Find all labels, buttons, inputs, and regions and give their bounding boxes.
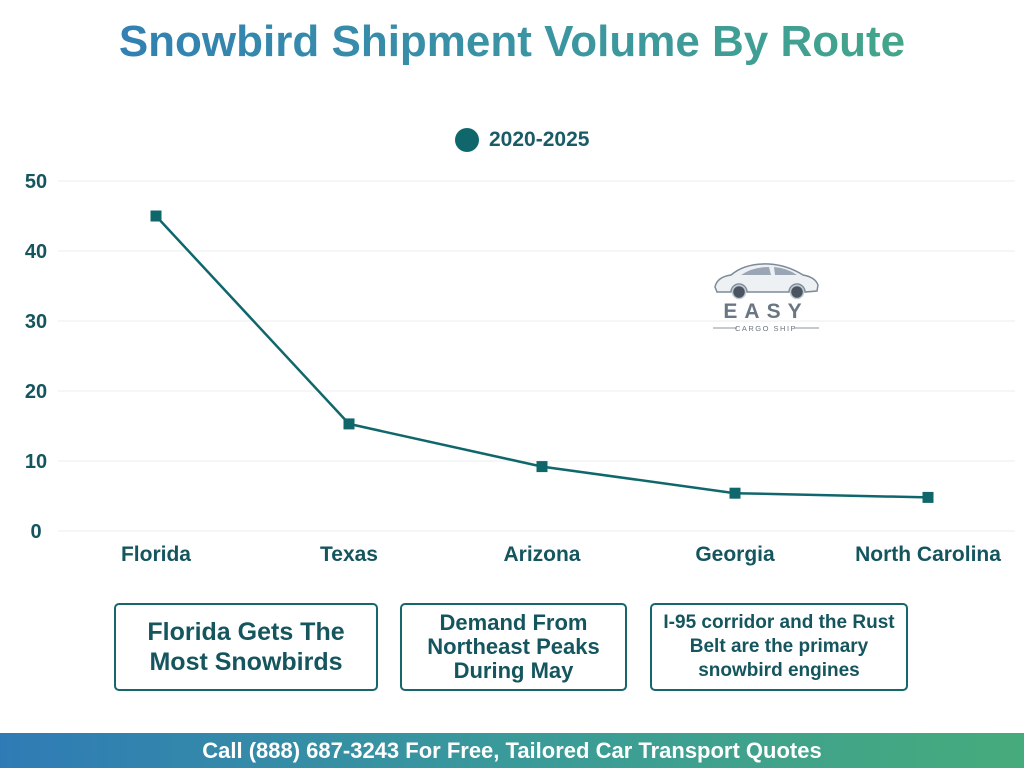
legend-marker: [455, 128, 479, 152]
note-florida: Florida Gets The Most Snowbirds: [114, 603, 378, 691]
y-tick-label-30: 30: [25, 311, 47, 333]
note-i95-corridor: I-95 corridor and the Rust Belt are the …: [650, 603, 908, 691]
logo-tagline-text: CARGO SHIP: [735, 324, 797, 333]
line-chart: 0 10 20 30 40 50 Florida Texas Arizona Georgia Nor…: [25, 171, 1015, 566]
data-point-georgia: [729, 487, 741, 499]
data-point-texas: [343, 418, 355, 430]
y-tick-label-40: 40: [25, 241, 47, 263]
legend-label: 2020-2025: [489, 128, 590, 151]
data-point-florida: [150, 210, 162, 222]
chart-title: Snowbird Shipment Volume By Route: [0, 14, 1024, 70]
car-silhouette-icon: [714, 263, 819, 300]
data-point-arizona: [536, 461, 548, 473]
logo-brand-text: EASY: [723, 300, 808, 323]
y-tick-label-20: 20: [25, 381, 47, 403]
y-tick-label-10: 10: [25, 451, 47, 473]
x-tick-label-north-carolina: North Carolina: [855, 543, 1001, 566]
footer-bar: Call (888) 687-3243 For Free, Tailored C…: [0, 733, 1024, 768]
y-tick-label-0: 0: [30, 521, 41, 543]
legend: 2020-2025: [455, 127, 589, 153]
x-tick-label-georgia: Georgia: [695, 543, 775, 566]
easy-cargo-ship-logo: EASY CARGO SHIP: [707, 255, 825, 335]
data-point-north-carolina: [922, 491, 934, 503]
x-tick-label-arizona: Arizona: [503, 543, 580, 566]
y-tick-label-50: 50: [25, 171, 47, 193]
x-tick-label-texas: Texas: [320, 543, 378, 566]
x-tick-label-florida: Florida: [121, 543, 191, 566]
footer-call-text: Call (888) 687-3243 For Free, Tailored C…: [202, 737, 822, 763]
note-northeast-demand: Demand From Northeast Peaks During May: [400, 603, 627, 691]
